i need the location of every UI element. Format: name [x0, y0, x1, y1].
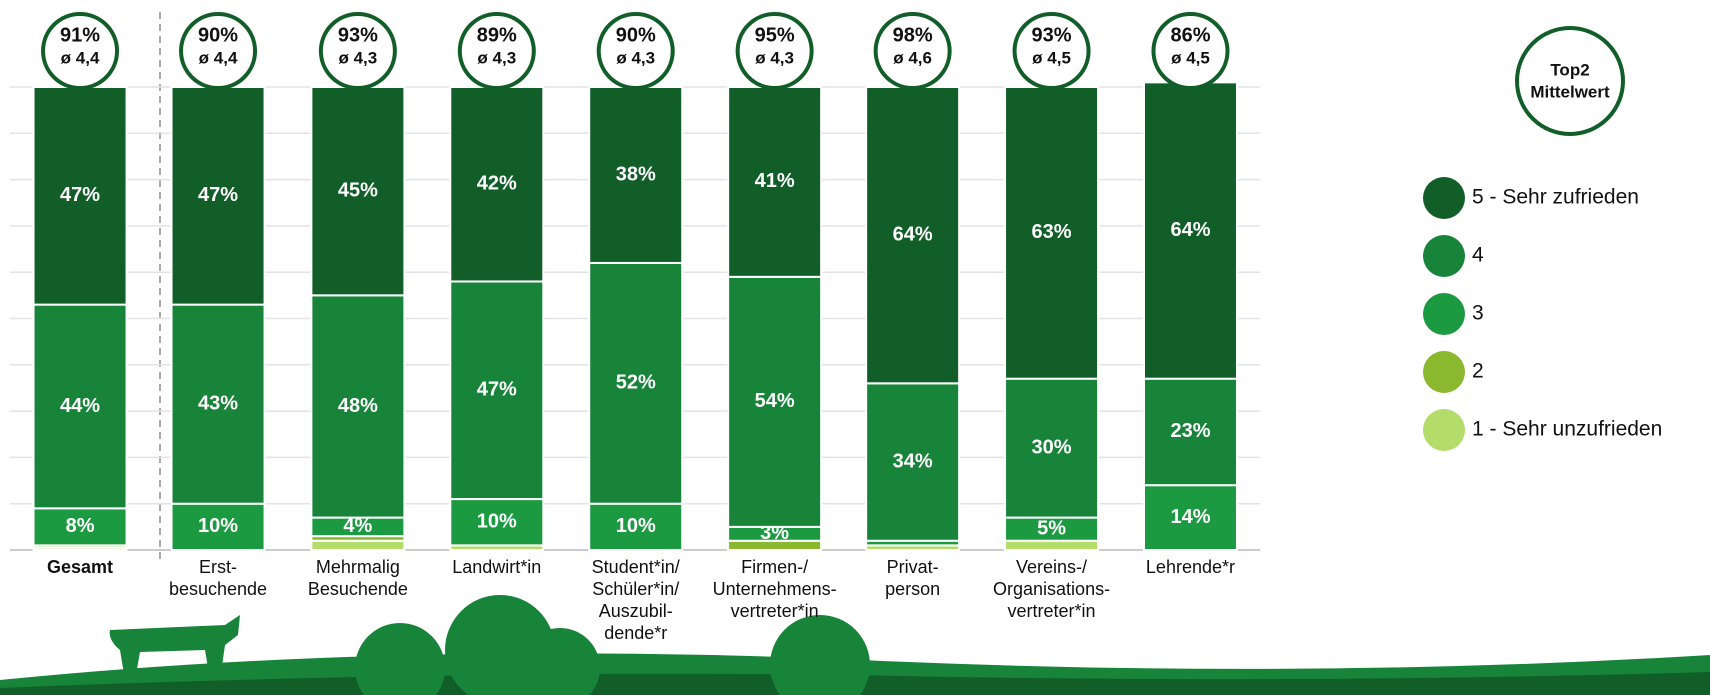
data-label: 52% [616, 372, 656, 394]
bar-segment [170, 303, 266, 505]
top2-label: 91% [60, 24, 100, 46]
mean-label: ø 4,4 [61, 48, 100, 67]
bar-segment [1142, 377, 1238, 487]
scenery [0, 595, 1710, 695]
top2-label: 95% [755, 24, 795, 46]
data-label: 23% [1170, 420, 1210, 442]
top2-label: 89% [477, 24, 517, 46]
summary-badge [596, 12, 675, 90]
legend-label: 2 [1472, 360, 1484, 383]
data-label: 10% [477, 511, 517, 533]
data-label: 30% [1032, 436, 1072, 458]
data-label: 34% [893, 450, 933, 472]
mean-label: ø 4,3 [339, 48, 378, 67]
data-label: 10% [616, 515, 656, 537]
badge-legend-text: Mittelwert [1530, 82, 1610, 101]
summary-badge [873, 12, 952, 90]
data-label: 42% [477, 173, 517, 195]
x-tick-label: Mehrmalig Besuchende [307, 557, 408, 599]
legend-swatch [1423, 177, 1465, 219]
legend-label: 5 - Sehr zufrieden [1472, 186, 1639, 209]
bar-segment [32, 507, 128, 547]
x-tick-label: Erst- besuchende [168, 557, 268, 599]
top2-label: 93% [338, 24, 378, 46]
legend-label: 1 - Sehr unzufrieden [1472, 418, 1662, 441]
data-label: 8% [66, 515, 95, 537]
data-label: 47% [198, 184, 238, 206]
legend-swatch [1423, 293, 1465, 335]
bar-segment [32, 86, 128, 306]
bar-segment [449, 498, 545, 547]
summary-badge [1012, 12, 1091, 90]
data-label: 14% [1170, 506, 1210, 528]
data-label: 41% [755, 170, 795, 192]
summary-badge [179, 12, 258, 90]
bar-segment [865, 86, 961, 385]
bar-segment [865, 382, 961, 542]
data-label: 64% [893, 223, 933, 245]
data-label: 47% [477, 379, 517, 401]
mean-label: ø 4,4 [199, 48, 238, 67]
data-label: 10% [198, 515, 238, 537]
data-label: 45% [338, 179, 378, 201]
legend-label: 4 [1472, 244, 1484, 267]
x-tick-label: Student*in/ Schüler*in/ Auszubil- dende*… [591, 557, 680, 643]
mean-label: ø 4,3 [477, 48, 516, 67]
data-label: 47% [60, 184, 100, 206]
bar-segment [310, 539, 406, 551]
x-tick-label: Gesamt [47, 557, 114, 577]
x-tick-label: Vereins-/ Organisations- vertreter*in [993, 557, 1111, 621]
x-tick-label: Landwirt*in [452, 557, 542, 577]
data-label: 44% [60, 395, 100, 417]
data-label: 64% [1170, 219, 1210, 241]
mean-label: ø 4,3 [755, 48, 794, 67]
data-label: 48% [338, 395, 378, 417]
legend-label: 3 [1472, 302, 1484, 325]
mean-label: ø 4,5 [1171, 48, 1210, 67]
bar-segment [1004, 377, 1100, 519]
legend-swatch [1423, 409, 1465, 451]
x-tick-label: Privat- person [885, 557, 941, 599]
bar-segment [1142, 81, 1238, 380]
legend-swatch [1423, 235, 1465, 277]
bar-segment [449, 86, 545, 283]
top2-label: 93% [1032, 24, 1072, 46]
badge-legend [1515, 26, 1625, 136]
summary-badge [318, 12, 397, 90]
top2-label: 86% [1170, 24, 1210, 46]
data-label: 38% [616, 163, 656, 185]
x-tick-label: Firmen-/ Unternehmens- vertreter*in [712, 557, 837, 621]
bar-segment [310, 294, 406, 519]
data-label: 4% [343, 515, 372, 537]
summary-badge [41, 12, 120, 90]
bar-segment [588, 261, 684, 505]
bar-segment [1004, 539, 1100, 551]
top2-label: 98% [893, 24, 933, 46]
summary-badge [735, 12, 814, 90]
mean-label: ø 4,5 [1032, 48, 1071, 67]
bar-segment [32, 303, 128, 510]
bar-segment [1142, 484, 1238, 551]
top2-label: 90% [616, 24, 656, 46]
badge-legend-text: Top2 [1550, 60, 1589, 79]
summary-badge [457, 12, 536, 90]
mean-label: ø 4,6 [893, 48, 932, 67]
x-tick-label: Lehrende*r [1145, 557, 1235, 577]
summary-badge [1151, 12, 1230, 90]
bar-segment [727, 86, 823, 278]
mean-label: ø 4,3 [616, 48, 655, 67]
data-label: 54% [755, 390, 795, 412]
bar-segment [170, 86, 266, 306]
data-label: 63% [1032, 221, 1072, 243]
top2-label: 90% [198, 24, 238, 46]
legend-swatch [1423, 351, 1465, 393]
bar-segment [588, 502, 684, 552]
bar-segment [449, 280, 545, 501]
data-label: 5% [1037, 517, 1066, 539]
data-label: 43% [198, 392, 238, 414]
